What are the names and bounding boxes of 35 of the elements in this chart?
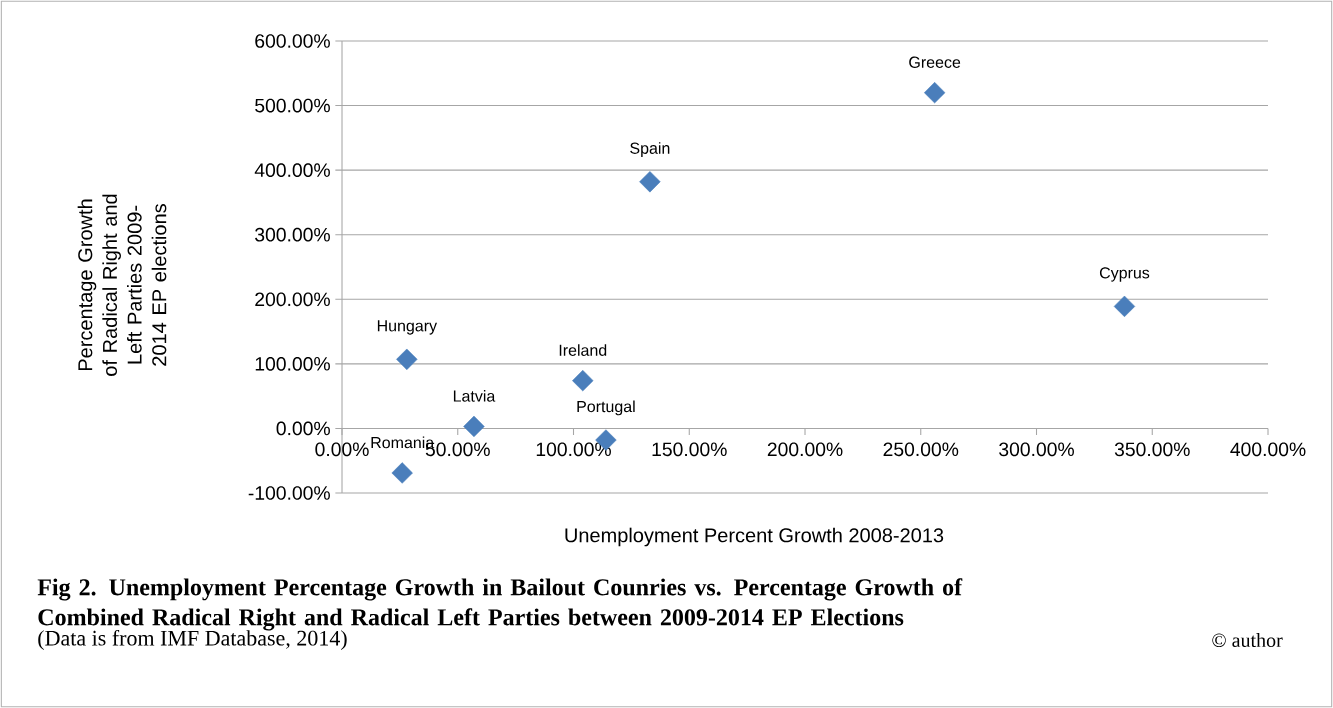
point	[572, 370, 594, 392]
annotation: Hungary	[377, 320, 438, 335]
y-tick-label: 300.00%	[255, 227, 330, 242]
point	[1113, 295, 1136, 318]
x-tick-label: 250.00%	[883, 442, 959, 457]
y-tick-label: 100.00%	[255, 357, 330, 371]
annotation: Latvia	[453, 390, 496, 402]
point	[391, 462, 413, 484]
y-tick-label: -100.00%	[248, 486, 330, 500]
y-tick-label: 600.00%	[255, 34, 330, 48]
annotation: Cyprus	[1099, 267, 1150, 282]
text: Fig 2. Unemployment Percentage Growth in Bailout Counries vs. Percentage Growth of Combined Radical Right and Radical Left Parties between 2009-2014 EP Elections	[37, 578, 963, 631]
text: (Data is from IMF Database, 2014)	[38, 629, 347, 651]
x-tick-label: 350.00%	[1114, 442, 1190, 457]
x-tick-label: 0.00%	[315, 442, 369, 457]
text: © author	[1212, 632, 1283, 648]
y-axis-title: Percentage Growth of Radical Right and Left Parties 2009-2014 EP elections	[77, 194, 167, 376]
annotation: Spain	[630, 142, 670, 158]
x-tick-label: 150.00%	[652, 442, 727, 457]
point	[463, 415, 485, 438]
x-tick-label: 200.00%	[767, 442, 843, 457]
point	[924, 82, 946, 104]
y-tick-label: 500.00%	[255, 98, 330, 113]
point	[396, 348, 418, 370]
annotation: Greece	[909, 56, 961, 68]
x-tick-label: 100.00%	[536, 442, 611, 457]
point	[639, 171, 661, 193]
x-tick-label: 400.00%	[1230, 442, 1306, 457]
y-tick-label: 400.00%	[254, 163, 330, 177]
y-tick-label: 200.00%	[255, 292, 330, 307]
y-tick-label: 0.00%	[276, 421, 330, 436]
x-tick-label: 300.00%	[999, 442, 1074, 457]
x-axis-title: Unemployment Percent Growth 2008-2013	[565, 527, 944, 547]
annotation: Ireland	[559, 344, 607, 356]
annotation: Portugal	[577, 400, 635, 416]
